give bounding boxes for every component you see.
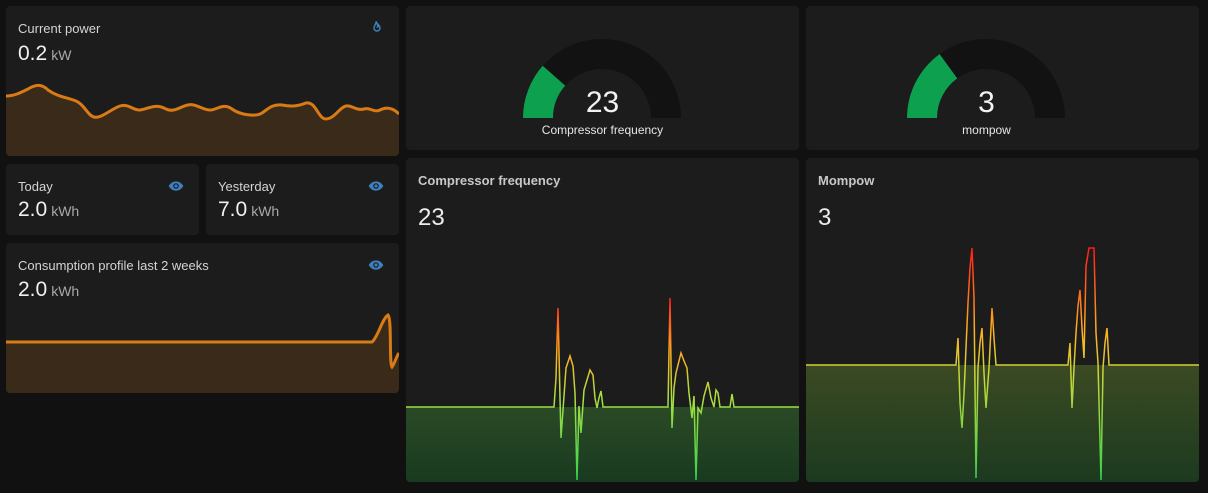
consumption-sparkline xyxy=(6,313,399,393)
value-unit: kWh xyxy=(51,283,80,299)
today-value: 2.0 kWh xyxy=(18,198,79,222)
eye-icon xyxy=(368,181,384,191)
graph-value: 23 xyxy=(418,204,445,231)
power-sparkline xyxy=(6,83,399,156)
value-unit: kWh xyxy=(251,203,280,219)
yesterday-card[interactable]: Yesterday 7.0 kWh xyxy=(206,164,399,235)
card-title: Consumption profile last 2 weeks xyxy=(18,258,209,273)
graph-area-fill xyxy=(406,407,799,482)
graph-area-fill xyxy=(806,365,1199,482)
mompow-gauge-card[interactable]: 3 mompow xyxy=(806,6,1199,150)
compressor-history-graph xyxy=(406,297,799,482)
yesterday-value: 7.0 kWh xyxy=(218,198,279,222)
compressor-gauge xyxy=(523,39,681,118)
gauge-fill xyxy=(523,65,566,118)
gauge-value: 23 xyxy=(585,86,620,119)
card-title: Yesterday xyxy=(218,179,276,194)
gauge-label: mompow xyxy=(962,123,1011,137)
graph-title: Mompow xyxy=(818,173,875,188)
value-number: 2.0 xyxy=(18,198,48,221)
consumption-value: 2.0 kWh xyxy=(18,278,79,302)
value-number: 0.2 xyxy=(18,42,48,65)
current-power-card[interactable]: Current power 0.2 kW xyxy=(6,6,399,156)
mompow-history-graph xyxy=(806,247,1199,482)
eye-icon xyxy=(168,181,184,191)
gauge-fill xyxy=(907,54,958,118)
fire-icon xyxy=(373,20,381,32)
mompow-history-card[interactable]: Mompow 3 xyxy=(806,158,1199,482)
card-title: Today xyxy=(18,179,53,194)
graph-line xyxy=(406,297,799,481)
today-card[interactable]: Today 2.0 kWh xyxy=(6,164,199,235)
gauge-track xyxy=(907,39,1065,118)
eye-icon xyxy=(368,260,384,270)
graph-title: Compressor frequency xyxy=(418,173,561,188)
graph-line xyxy=(806,247,1199,481)
value-number: 7.0 xyxy=(218,198,248,221)
current-power-value: 0.2 kW xyxy=(18,42,71,66)
gauge-label: Compressor frequency xyxy=(541,123,664,137)
graph-value: 3 xyxy=(818,204,832,231)
card-title: Current power xyxy=(18,21,101,36)
value-unit: kW xyxy=(51,47,72,63)
gauge-track xyxy=(523,39,681,118)
gauge-value: 3 xyxy=(978,86,995,119)
compressor-gauge-card[interactable]: 23 Compressor frequency xyxy=(406,6,799,150)
value-unit: kWh xyxy=(51,203,80,219)
value-number: 2.0 xyxy=(18,278,48,301)
mompow-gauge xyxy=(907,39,1065,118)
compressor-history-card[interactable]: Compressor frequency 23 xyxy=(406,158,799,482)
consumption-profile-card[interactable]: Consumption profile last 2 weeks 2.0 kWh xyxy=(6,243,399,393)
